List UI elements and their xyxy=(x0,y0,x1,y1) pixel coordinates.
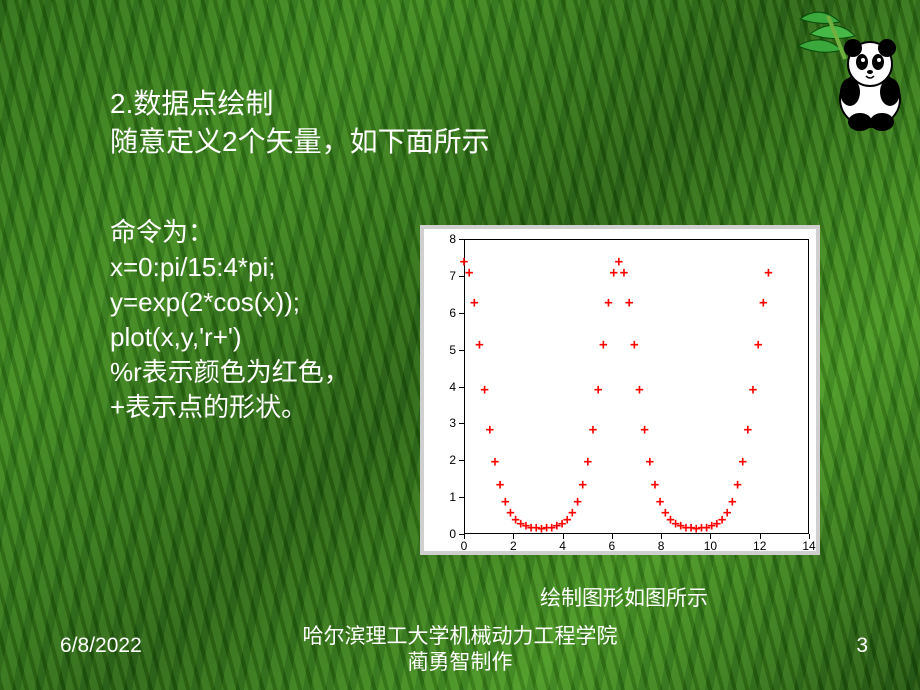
y-tick xyxy=(459,387,464,388)
x-tick-label: 6 xyxy=(609,539,616,553)
y-tick xyxy=(459,423,464,424)
chart-data-point: + xyxy=(475,337,483,353)
chart-data-point: + xyxy=(578,477,586,493)
y-tick xyxy=(459,239,464,240)
chart-data-point: + xyxy=(733,477,741,493)
chart-data-point: + xyxy=(491,454,499,470)
footer-page-number: 3 xyxy=(856,634,868,658)
y-tick-label: 0 xyxy=(449,527,456,541)
chart-data-point: + xyxy=(604,295,612,311)
chart-data-point: + xyxy=(640,422,648,438)
chart-caption: 绘制图形如图所示 xyxy=(540,582,708,612)
y-tick-label: 7 xyxy=(449,269,456,283)
y-tick xyxy=(459,497,464,498)
chart-data-point: + xyxy=(728,494,736,510)
code-line: plot(x,y,'r+') xyxy=(110,320,350,355)
title-line-1: 2.数据点绘制 xyxy=(110,85,490,123)
x-tick-label: 12 xyxy=(753,539,766,553)
chart-data-point: + xyxy=(764,265,772,281)
chart-data-point: + xyxy=(738,454,746,470)
chart-data-point: + xyxy=(744,422,752,438)
chart-data-point: + xyxy=(646,454,654,470)
y-tick xyxy=(459,350,464,351)
code-block: 命令为： x=0:pi/15:4*pi; y=exp(2*cos(x)); pl… xyxy=(110,215,350,426)
chart-data-point: + xyxy=(759,295,767,311)
y-tick-label: 1 xyxy=(449,490,456,504)
x-tick-label: 2 xyxy=(510,539,517,553)
y-tick-label: 3 xyxy=(449,416,456,430)
panda-icon xyxy=(790,4,910,134)
chart-data-point: + xyxy=(625,295,633,311)
x-tick-label: 14 xyxy=(802,539,815,553)
slide: 2.数据点绘制 随意定义2个矢量，如下面所示 命令为： x=0:pi/15:4*… xyxy=(0,0,920,690)
chart-data-point: + xyxy=(749,382,757,398)
x-tick-label: 0 xyxy=(461,539,468,553)
chart-data-point: + xyxy=(584,454,592,470)
chart-data-point: + xyxy=(465,265,473,281)
chart-data-point: + xyxy=(486,422,494,438)
chart-data-point: + xyxy=(651,477,659,493)
y-tick-label: 8 xyxy=(449,232,456,246)
chart-data-point: + xyxy=(573,494,581,510)
footer-center-line2: 蔺勇智制作 xyxy=(408,651,513,674)
chart-data-point: + xyxy=(630,337,638,353)
footer-center: 哈尔滨理工大学机械动力工程学院 蔺勇智制作 xyxy=(0,624,920,677)
chart-data-point: + xyxy=(496,477,504,493)
title-block: 2.数据点绘制 随意定义2个矢量，如下面所示 xyxy=(110,85,490,161)
chart-frame: 02468101214012345678++++++++++++++++++++… xyxy=(420,225,820,555)
x-tick-label: 4 xyxy=(559,539,566,553)
chart-data-point: + xyxy=(480,382,488,398)
y-tick-label: 5 xyxy=(449,343,456,357)
chart-data-point: + xyxy=(470,295,478,311)
x-tick-label: 8 xyxy=(658,539,665,553)
chart-data-point: + xyxy=(635,382,643,398)
y-tick-label: 6 xyxy=(449,306,456,320)
code-line: +表示点的形状。 xyxy=(110,390,350,425)
y-tick xyxy=(459,534,464,535)
code-line: 命令为： xyxy=(110,215,350,250)
chart-data-point: + xyxy=(589,422,597,438)
code-line: x=0:pi/15:4*pi; xyxy=(110,250,350,285)
chart-data-point: + xyxy=(599,337,607,353)
footer-center-line1: 哈尔滨理工大学机械动力工程学院 xyxy=(303,625,618,648)
chart-data-point: + xyxy=(754,337,762,353)
code-line: %r表示颜色为红色， xyxy=(110,355,350,390)
y-tick xyxy=(459,276,464,277)
y-tick xyxy=(459,313,464,314)
chart-data-point: + xyxy=(620,265,628,281)
code-line: y=exp(2*cos(x)); xyxy=(110,285,350,320)
title-line-2: 随意定义2个矢量，如下面所示 xyxy=(110,123,490,161)
y-tick xyxy=(459,460,464,461)
chart-plot-area: 02468101214012345678++++++++++++++++++++… xyxy=(424,229,816,551)
panda-bamboo-decoration xyxy=(790,4,910,134)
chart-data-point: + xyxy=(594,382,602,398)
y-tick-label: 4 xyxy=(449,380,456,394)
x-tick-label: 10 xyxy=(704,539,717,553)
y-tick-label: 2 xyxy=(449,453,456,467)
